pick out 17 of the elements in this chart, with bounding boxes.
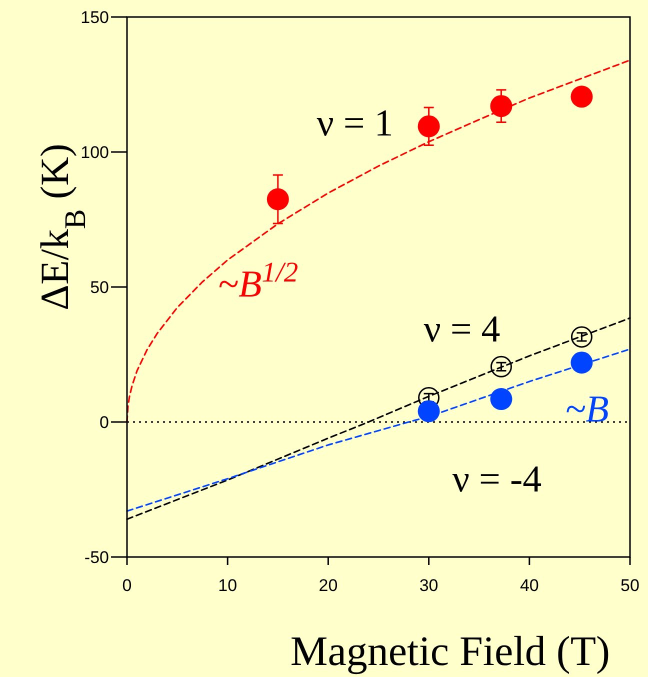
- y-tick-label: 50: [90, 278, 109, 297]
- annotation: ~B: [565, 388, 609, 430]
- x-axis-title: Magnetic Field (T): [290, 629, 610, 675]
- y-tick-label: 150: [80, 8, 109, 27]
- x-tick-label: 0: [122, 576, 132, 595]
- annotation: ~B$^{1/2}$: [218, 256, 298, 306]
- x-tick-label: 30: [419, 576, 438, 595]
- x-tick-label: 40: [520, 576, 539, 595]
- x-tick-label: 20: [318, 576, 338, 595]
- y-tick-label: -50: [84, 548, 109, 567]
- x-tick-label: 10: [218, 576, 238, 595]
- annotation: ν = -4: [452, 458, 542, 500]
- y-tick-label: 100: [80, 142, 109, 162]
- y-tick-label: 0: [100, 412, 109, 432]
- annotation: ν = 1: [316, 102, 394, 144]
- x-tick-label: 50: [620, 576, 640, 595]
- annotation: ν = 4: [424, 308, 500, 350]
